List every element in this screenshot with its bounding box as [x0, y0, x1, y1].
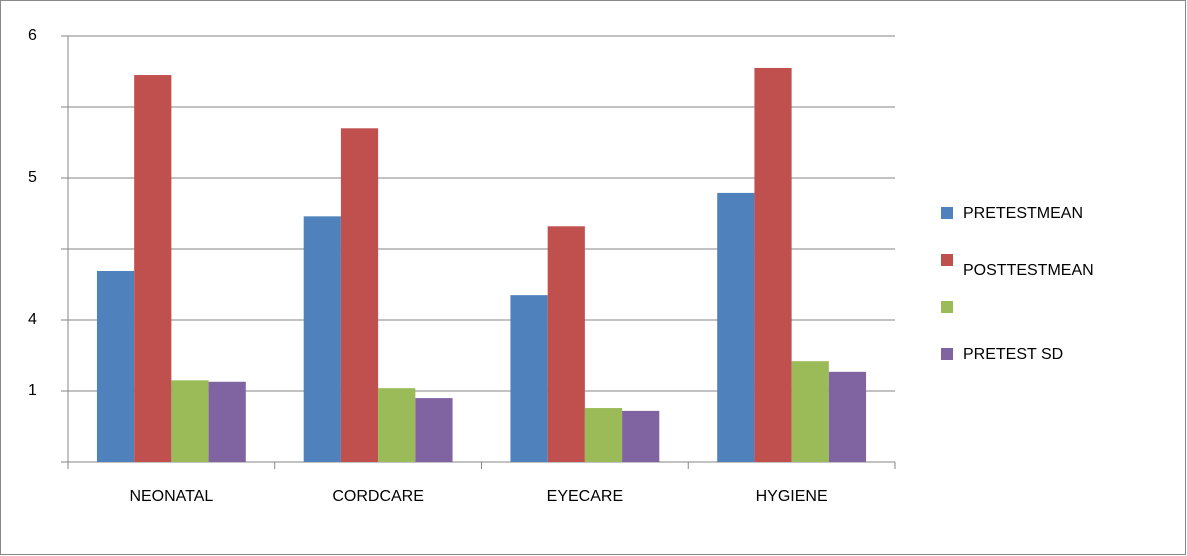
bar	[584, 408, 623, 462]
legend-swatch	[941, 301, 953, 313]
bar	[171, 380, 209, 462]
x-tick-label: NEONATAL	[129, 488, 213, 505]
bar	[510, 295, 548, 462]
bar	[378, 388, 416, 462]
bar	[828, 371, 867, 462]
x-tick-label: CORDCARE	[332, 488, 424, 505]
bar	[754, 67, 792, 462]
bar	[303, 216, 341, 462]
bar	[717, 192, 755, 462]
x-tick-label: HYGIENE	[756, 488, 828, 505]
legend-swatch	[941, 207, 953, 219]
bar	[96, 271, 135, 462]
bar	[791, 361, 829, 462]
x-tick-label: EYECARE	[547, 488, 623, 505]
y-tick-label: 4	[28, 311, 37, 328]
legend-swatch	[941, 348, 953, 360]
bar	[134, 75, 172, 463]
legend-label: PRETESTMEAN	[963, 205, 1083, 222]
legend-label: POSTTESTMEAN	[963, 262, 1094, 279]
bar	[622, 410, 660, 462]
bar	[415, 398, 453, 462]
y-tick-label: 5	[28, 169, 37, 186]
bar	[208, 381, 246, 462]
bar	[340, 128, 379, 463]
y-tick-label: 6	[28, 27, 37, 44]
legend-label: PRETEST SD	[963, 346, 1063, 363]
y-tick-label: 1	[28, 382, 37, 399]
legend-swatch	[941, 254, 953, 266]
bar	[547, 226, 585, 462]
